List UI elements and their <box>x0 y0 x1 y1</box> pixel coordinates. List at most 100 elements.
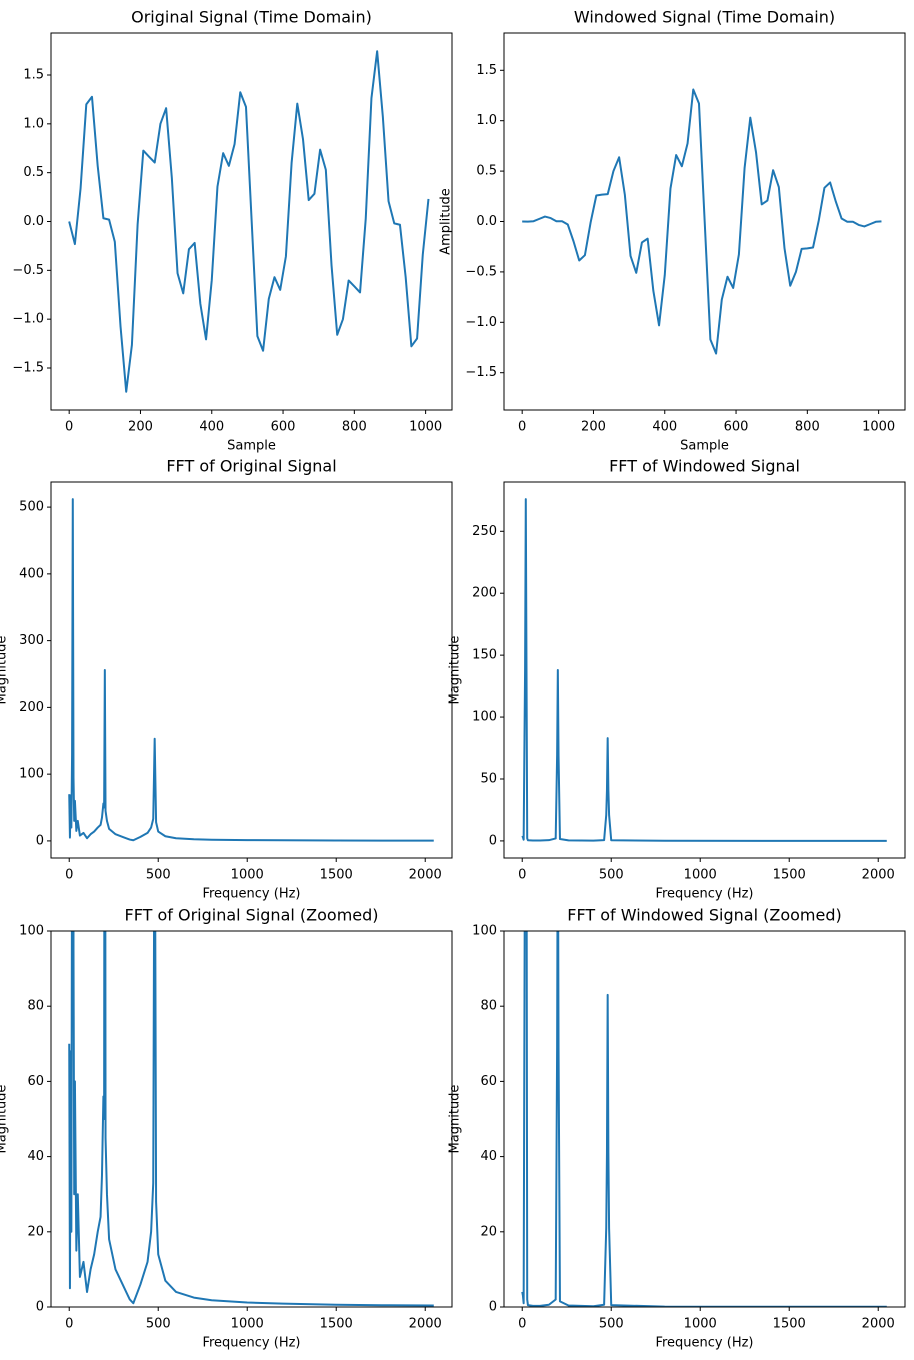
chart-title: FFT of Windowed Signal <box>609 457 800 476</box>
y-tick-label: −1.5 <box>465 365 497 380</box>
signal-line <box>522 88 882 355</box>
x-tick-label: 2000 <box>409 868 442 883</box>
y-tick-label: 0 <box>36 1300 44 1315</box>
x-tick-label: 500 <box>146 868 171 883</box>
x-tick-label: 0 <box>65 868 73 883</box>
y-tick-label: 400 <box>19 566 44 581</box>
y-tick-label: 200 <box>19 700 44 715</box>
x-tick-label: 0 <box>518 1317 526 1332</box>
x-tick-label: 2000 <box>409 1317 442 1332</box>
y-tick-label: 20 <box>480 1224 497 1239</box>
y-tick-label: 500 <box>19 500 44 515</box>
axes-frame <box>503 481 906 859</box>
x-tick-label: 600 <box>271 420 296 435</box>
x-tick-label: 2000 <box>862 868 895 883</box>
x-tick-label: 400 <box>652 420 677 435</box>
axes-frame <box>50 32 453 411</box>
y-axis-label: Magnitude <box>0 636 10 705</box>
y-tick-label: 0.5 <box>476 164 497 179</box>
x-tick-label: 1500 <box>773 1317 806 1332</box>
axes-frame <box>503 930 906 1308</box>
x-tick-label: 0 <box>518 868 526 883</box>
x-axis-label: Frequency (Hz) <box>655 887 753 902</box>
signal-line <box>68 498 434 842</box>
y-axis-label: Magnitude <box>0 1085 10 1154</box>
y-tick-label: −1.0 <box>12 312 44 327</box>
y-tick-label: 100 <box>19 924 44 939</box>
x-tick-label: 400 <box>199 420 224 435</box>
x-tick-label: 800 <box>342 420 367 435</box>
signal-line <box>68 50 430 393</box>
y-tick-label: 60 <box>480 1074 497 1089</box>
chart-title: FFT of Original Signal (Zoomed) <box>124 906 378 925</box>
x-tick-label: 0 <box>65 420 73 435</box>
x-axis-label: Frequency (Hz) <box>202 887 300 902</box>
y-tick-label: 200 <box>472 586 497 601</box>
y-axis-label: Magnitude <box>448 636 463 705</box>
y-tick-label: 1.5 <box>23 67 44 82</box>
chart-title: Windowed Signal (Time Domain) <box>574 8 835 27</box>
y-tick-label: 150 <box>472 648 497 663</box>
y-tick-label: −1.5 <box>12 361 44 376</box>
y-tick-label: −1.0 <box>465 315 497 330</box>
x-tick-label: 1500 <box>773 868 806 883</box>
y-tick-label: 250 <box>472 524 497 539</box>
x-axis-label: Sample <box>680 439 729 454</box>
y-tick-label: 0 <box>489 833 497 848</box>
x-tick-label: 1000 <box>409 420 442 435</box>
chart-title: FFT of Original Signal <box>166 457 336 476</box>
y-tick-label: 100 <box>472 924 497 939</box>
x-axis-label: Sample <box>227 439 276 454</box>
y-tick-label: 0.0 <box>476 214 497 229</box>
y-tick-label: 0 <box>489 1300 497 1315</box>
y-tick-label: 20 <box>27 1224 44 1239</box>
x-tick-label: 1000 <box>862 420 895 435</box>
x-tick-label: 1000 <box>684 1317 717 1332</box>
y-tick-label: 0 <box>36 833 44 848</box>
x-tick-label: 200 <box>128 420 153 435</box>
y-tick-label: 100 <box>472 710 497 725</box>
x-tick-label: 600 <box>724 420 749 435</box>
chart-title: Original Signal (Time Domain) <box>131 8 372 27</box>
y-tick-label: 40 <box>480 1149 497 1164</box>
y-tick-label: 100 <box>19 767 44 782</box>
y-axis-label: Amplitude <box>0 188 1 255</box>
x-tick-label: 500 <box>599 1317 624 1332</box>
x-tick-label: 1000 <box>231 868 264 883</box>
x-axis-label: Frequency (Hz) <box>655 1336 753 1351</box>
signal-line <box>521 931 887 1307</box>
y-axis-label: Amplitude <box>439 188 454 255</box>
x-tick-label: 200 <box>581 420 606 435</box>
x-tick-label: 2000 <box>862 1317 895 1332</box>
y-tick-label: 80 <box>480 999 497 1014</box>
y-tick-label: 40 <box>27 1149 44 1164</box>
x-tick-label: 1500 <box>320 868 353 883</box>
y-axis-label: Magnitude <box>448 1085 463 1154</box>
y-tick-label: 80 <box>27 999 44 1014</box>
axes-frame <box>50 481 453 859</box>
axes-frame <box>50 930 453 1308</box>
x-tick-label: 1000 <box>684 868 717 883</box>
y-tick-label: −0.5 <box>12 263 44 278</box>
x-tick-label: 500 <box>146 1317 171 1332</box>
x-tick-label: 1500 <box>320 1317 353 1332</box>
x-tick-label: 800 <box>795 420 820 435</box>
y-tick-label: 300 <box>19 633 44 648</box>
x-tick-label: 0 <box>65 1317 73 1332</box>
x-tick-label: 1000 <box>231 1317 264 1332</box>
y-tick-label: 60 <box>27 1074 44 1089</box>
x-tick-label: 0 <box>518 420 526 435</box>
y-tick-label: −0.5 <box>465 264 497 279</box>
signal-line <box>521 498 887 842</box>
y-tick-label: 50 <box>480 771 497 786</box>
y-tick-label: 1.5 <box>476 63 497 78</box>
y-tick-label: 1.0 <box>476 113 497 128</box>
x-tick-label: 500 <box>599 868 624 883</box>
y-tick-label: 0.0 <box>23 214 44 229</box>
x-axis-label: Frequency (Hz) <box>202 1336 300 1351</box>
y-tick-label: 1.0 <box>23 116 44 131</box>
chart-title: FFT of Windowed Signal (Zoomed) <box>567 906 842 925</box>
